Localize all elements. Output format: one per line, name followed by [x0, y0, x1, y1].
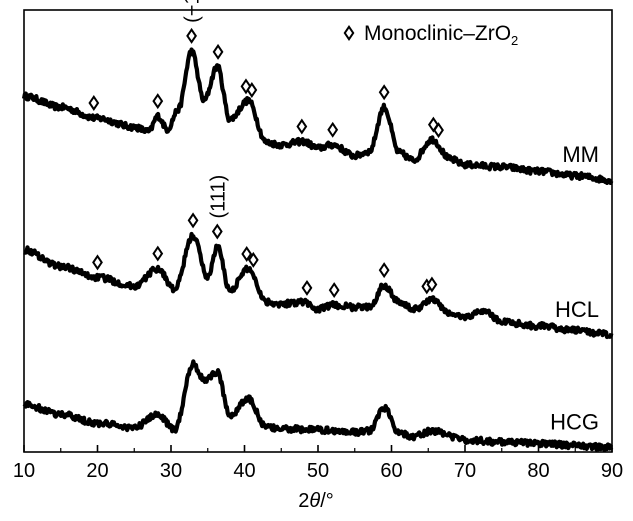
legend-text: Monoclinic–ZrO2 [364, 22, 518, 48]
peak-marker-mm [240, 78, 252, 95]
peak-marker-mm [152, 93, 164, 110]
legend-subscript: 2 [511, 33, 518, 48]
peak-marker-hcl [301, 279, 313, 296]
x-tick-label: 40 [233, 460, 255, 482]
peak-marker-mm [296, 118, 308, 135]
x-axis-title-theta: θ [309, 490, 320, 512]
plot-frame [23, 9, 613, 453]
peak-marker-hcl [328, 282, 340, 299]
x-tick-label: 50 [307, 460, 329, 482]
peak-marker-mm [327, 121, 339, 138]
sample-label-hcl: HCL [555, 297, 599, 322]
x-tick-label: 70 [454, 460, 476, 482]
peak-marker-hcl [426, 276, 438, 293]
peak-marker-hcl [241, 245, 253, 262]
x-tick-label: 80 [527, 460, 549, 482]
peak-marker-mm [186, 27, 197, 44]
x-axis-title-part: /° [320, 490, 334, 512]
x-axis-title: 2θ/° [298, 490, 334, 512]
peak-marker-hcl [152, 245, 164, 262]
x-tick-label: 60 [380, 460, 402, 482]
peak-marker-hcl [378, 262, 390, 279]
x-tick-label: 20 [86, 460, 108, 482]
peak-annotation: (111) [207, 175, 229, 219]
peak-marker-hcl [247, 251, 259, 268]
sample-labels: MM HCL HCG [550, 142, 599, 434]
series-curves [21, 47, 614, 453]
sample-label-hcg: HCG [550, 410, 599, 435]
series-line-hcl [22, 231, 614, 340]
x-axis-title-part: 2 [298, 490, 309, 512]
peak-annotation: (−111) [182, 0, 204, 23]
series-line-mm [21, 47, 614, 186]
sample-label-mm: MM [562, 142, 599, 167]
peak-marker-mm [378, 84, 390, 101]
x-tick-label: 10 [13, 460, 35, 482]
series-line-hcg [22, 359, 614, 453]
legend-marker-icon [343, 25, 355, 41]
axes [23, 9, 613, 453]
peak-marker-mm [246, 81, 258, 98]
legend: Monoclinic–ZrO2 [343, 22, 518, 48]
x-tick-label: 90 [601, 460, 623, 482]
x-ticks: 10 20 30 40 50 60 70 80 90 [13, 445, 623, 482]
peak-markers [88, 27, 444, 299]
peak-marker-mm [88, 94, 100, 111]
peak-annotations: (−111) (111) [182, 0, 230, 218]
peak-marker-hcl [187, 212, 199, 229]
x-tick-label: 30 [160, 460, 182, 482]
peak-marker-mm [433, 122, 444, 139]
peak-marker-mm [212, 43, 224, 60]
peak-marker-hcl [211, 223, 223, 240]
peak-marker-hcl [92, 254, 103, 271]
